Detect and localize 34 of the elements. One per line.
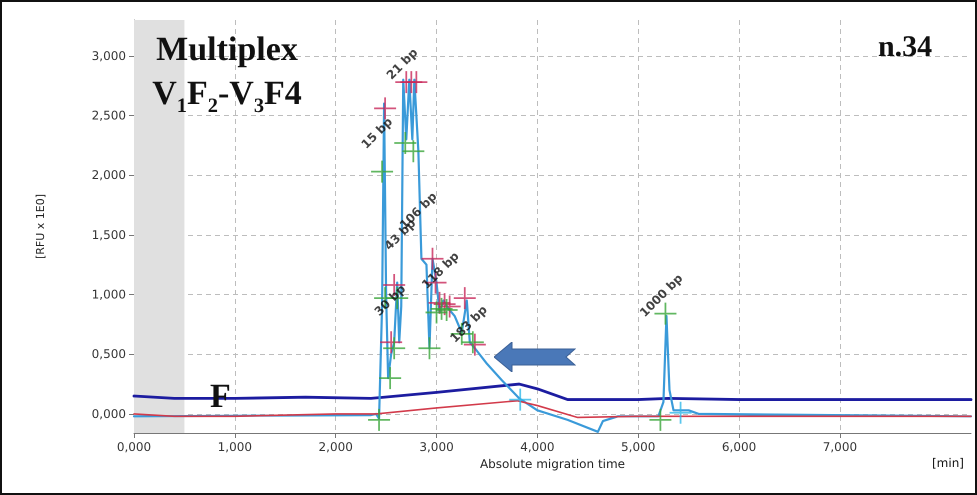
x-tick-label: 0,000: [116, 440, 152, 454]
y-tick-label: 2,000: [92, 168, 126, 182]
point: [405, 71, 428, 94]
text: Multiplex V$_{1}$F$_{2}$-V$_{3}$F4: [152, 30, 302, 119]
y-tick-label: 2,500: [92, 108, 126, 122]
text: [min]: [932, 456, 964, 470]
annotation: 15 bp: [358, 114, 396, 152]
point: [374, 97, 396, 120]
x-tick-label: 5,000: [621, 440, 656, 454]
x-axis-title: Absolute migration time: [480, 456, 626, 471]
x-tick-label: 2,000: [318, 440, 353, 454]
point: [371, 160, 394, 183]
point: [436, 299, 458, 322]
annotation: 21 bp: [384, 45, 421, 82]
annotation: 30 bp: [372, 281, 409, 319]
y-tick-label: 3,000: [92, 48, 126, 63]
x-tick-label: 4,000: [520, 440, 555, 454]
point: [368, 408, 390, 431]
y-tick-label: 0,000: [92, 406, 126, 421]
y-tick-label: 1,500: [92, 228, 126, 242]
y-axis-title: [RFU x 1E0]: [34, 194, 47, 260]
point: [394, 132, 416, 154]
x-tick-label: 6,000: [722, 440, 756, 454]
y-tick-label: 0,500: [92, 347, 126, 362]
point: [670, 402, 692, 424]
point: [509, 388, 532, 411]
annotation: n.34: [878, 30, 932, 64]
y-tick-label: 1,000: [92, 288, 126, 302]
x-tick-label: 1,000: [218, 440, 252, 454]
point: [418, 337, 440, 360]
x-tick-label: 3,000: [419, 440, 454, 454]
x-tick-label: 7,000: [822, 440, 858, 454]
point: [649, 408, 672, 431]
point: [379, 367, 402, 390]
